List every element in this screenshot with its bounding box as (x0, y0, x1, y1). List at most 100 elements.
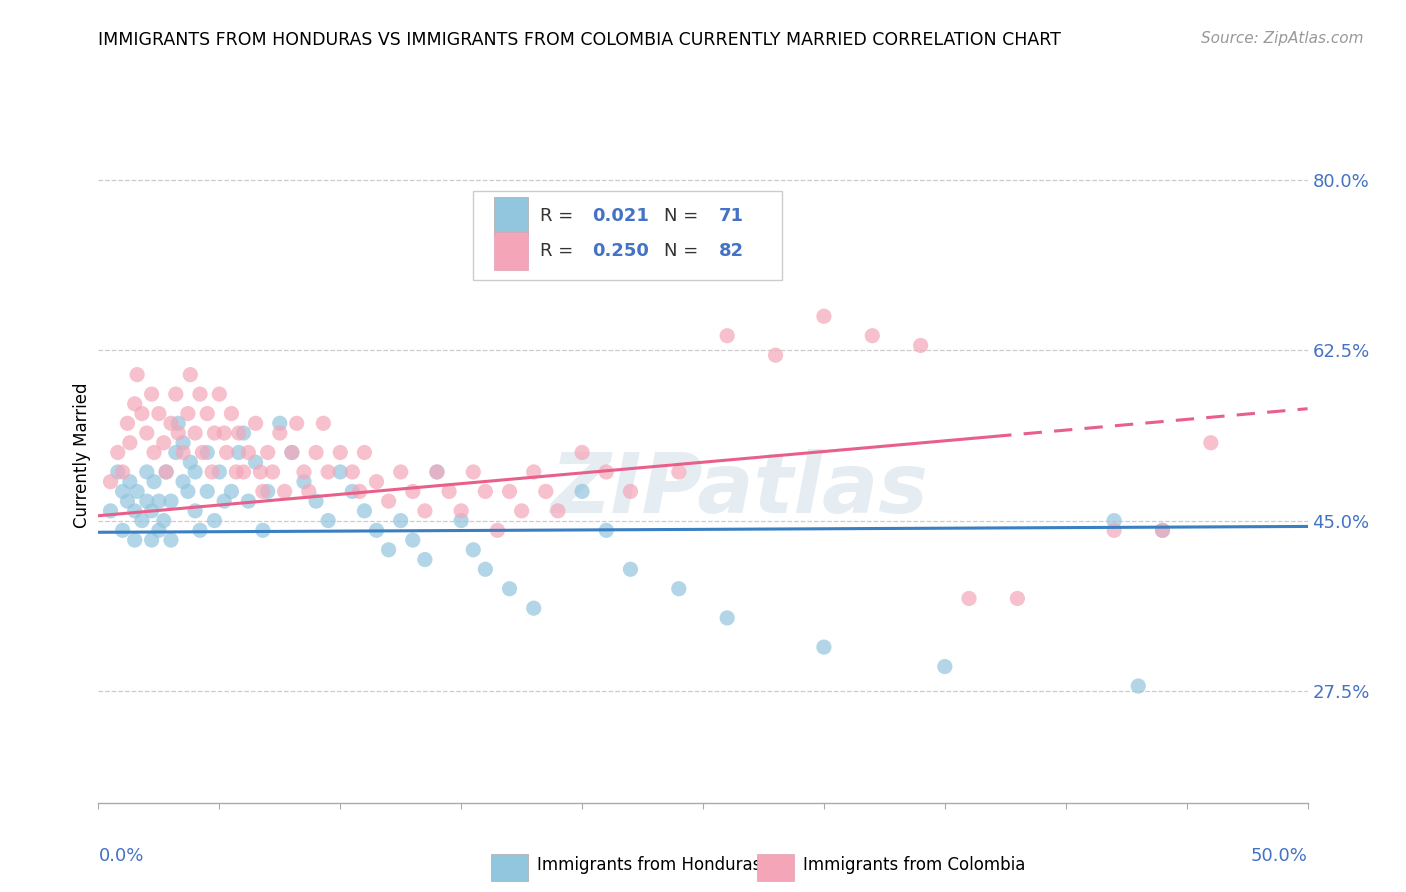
Point (160, 533, 183, 547)
Point (228, 425, 250, 440)
Point (135, 494, 157, 508)
Text: 0.250: 0.250 (592, 242, 648, 260)
Point (148, 407, 170, 421)
Point (1102, 514, 1125, 528)
Point (281, 445, 304, 459)
Point (232, 465, 254, 479)
Point (426, 465, 449, 479)
Point (437, 484, 460, 499)
Point (201, 465, 224, 479)
Point (934, 659, 956, 673)
Point (463, 465, 485, 479)
Point (118, 475, 141, 489)
Point (111, 524, 134, 538)
Point (426, 465, 449, 479)
Point (619, 484, 641, 499)
Point (292, 475, 315, 489)
Point (249, 465, 271, 479)
Point (232, 425, 254, 440)
Point (523, 465, 546, 479)
Point (252, 524, 274, 538)
Point (228, 445, 250, 459)
Point (118, 435, 141, 450)
Point (208, 387, 231, 401)
Point (305, 445, 328, 459)
Point (195, 407, 218, 421)
Point (100, 475, 122, 489)
Point (141, 387, 163, 401)
Point (595, 524, 617, 538)
Point (184, 504, 207, 518)
Point (668, 465, 690, 479)
Point (498, 484, 520, 499)
Point (107, 445, 129, 459)
Point (245, 417, 267, 431)
Point (167, 425, 190, 440)
Point (256, 445, 278, 459)
Point (117, 417, 139, 431)
Point (117, 494, 139, 508)
Point (225, 465, 247, 479)
Point (765, 348, 787, 362)
Point (349, 484, 371, 499)
Y-axis label: Currently Married: Currently Married (73, 382, 91, 528)
Point (292, 465, 315, 479)
Point (281, 445, 304, 459)
Text: N =: N = (664, 207, 704, 226)
FancyBboxPatch shape (494, 197, 527, 235)
Text: 0.0%: 0.0% (98, 847, 143, 864)
Text: Source: ZipAtlas.com: Source: ZipAtlas.com (1201, 31, 1364, 46)
Point (860, 328, 883, 343)
Point (148, 524, 170, 538)
Point (1152, 524, 1174, 538)
Point (262, 465, 284, 479)
Point (413, 552, 436, 566)
Point (298, 484, 321, 499)
Point (179, 368, 201, 382)
Point (269, 425, 291, 440)
Text: 50.0%: 50.0% (1251, 847, 1308, 864)
Point (204, 425, 226, 440)
Point (486, 524, 509, 538)
Point (1102, 524, 1125, 538)
Point (1152, 524, 1174, 538)
Point (191, 445, 214, 459)
Point (221, 484, 243, 499)
Point (256, 484, 278, 499)
Point (184, 425, 207, 440)
Point (957, 591, 980, 606)
Point (342, 465, 364, 479)
Point (135, 465, 157, 479)
Point (127, 368, 149, 382)
Point (269, 417, 291, 431)
Point (813, 640, 835, 654)
Point (547, 504, 569, 518)
Point (184, 465, 207, 479)
Point (273, 484, 295, 499)
Point (413, 504, 436, 518)
Point (316, 465, 339, 479)
Point (285, 417, 308, 431)
Text: Immigrants from Colombia: Immigrants from Colombia (803, 856, 1026, 874)
Point (312, 417, 335, 431)
Point (716, 328, 738, 343)
Point (252, 484, 274, 499)
Point (316, 514, 339, 528)
Point (167, 417, 190, 431)
Point (668, 582, 690, 596)
Point (111, 484, 134, 499)
Point (172, 435, 194, 450)
Text: ZIPatlas: ZIPatlas (550, 450, 928, 530)
Point (389, 465, 412, 479)
Point (195, 484, 218, 499)
Point (212, 425, 235, 440)
Point (450, 504, 472, 518)
Point (127, 484, 149, 499)
Text: IMMIGRANTS FROM HONDURAS VS IMMIGRANTS FROM COLOMBIA CURRENTLY MARRIED CORRELATI: IMMIGRANTS FROM HONDURAS VS IMMIGRANTS F… (98, 31, 1062, 49)
FancyBboxPatch shape (492, 854, 527, 881)
Text: N =: N = (664, 242, 704, 260)
Point (212, 494, 235, 508)
Point (188, 524, 211, 538)
Point (111, 465, 134, 479)
FancyBboxPatch shape (474, 191, 782, 279)
